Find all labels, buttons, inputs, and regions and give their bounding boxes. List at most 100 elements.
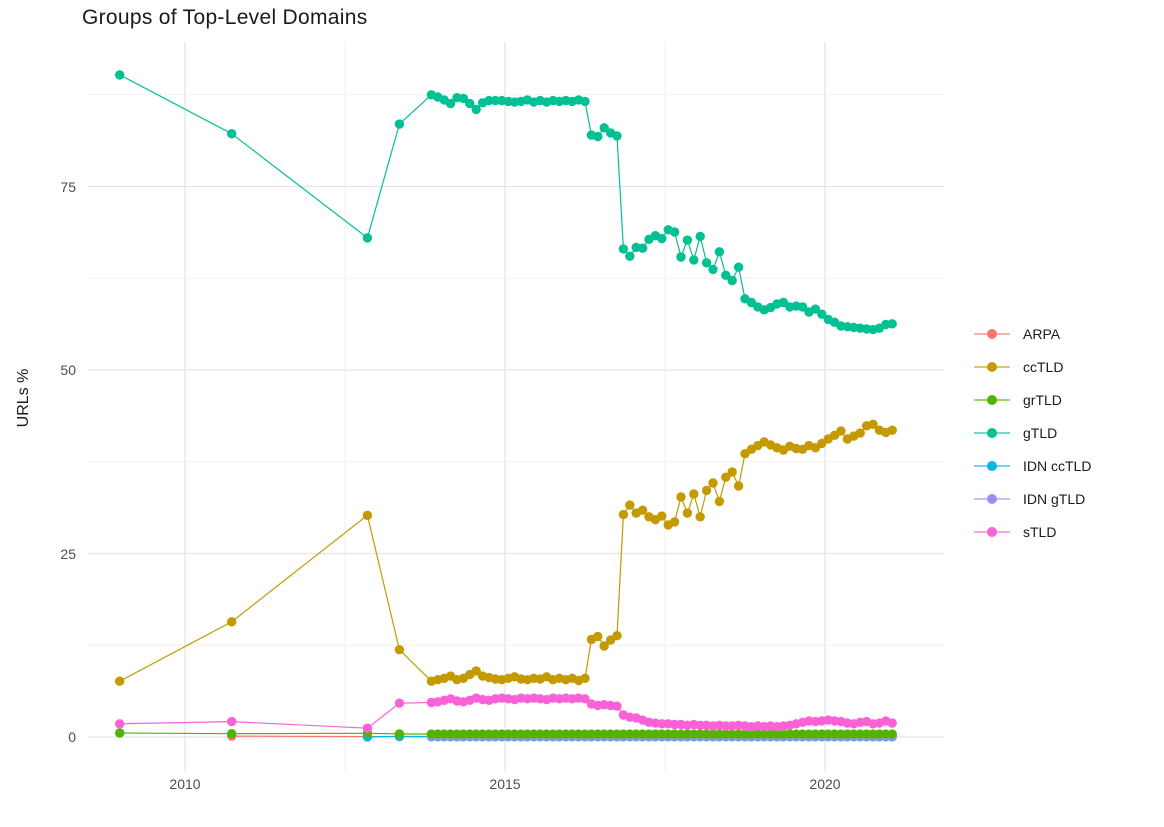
data-point-gtld xyxy=(362,233,373,243)
legend-label-gtld: gTLD xyxy=(1023,424,1058,441)
data-point-cctld xyxy=(721,472,731,482)
data-point-cctld xyxy=(593,631,603,642)
y-tick-label-25: 25 xyxy=(60,545,76,562)
data-point-cctld xyxy=(836,426,846,436)
series-points-grtld xyxy=(115,728,897,739)
legend-item-idn-cctld: IDN ccTLD xyxy=(974,449,1091,482)
data-point-cctld xyxy=(394,645,405,655)
data-point-cctld xyxy=(727,467,737,477)
data-point-gtld xyxy=(676,252,686,262)
y-tick-label-75: 75 xyxy=(60,178,76,195)
data-point-gtld xyxy=(625,251,635,261)
data-point-cctld xyxy=(868,419,878,429)
data-point-gtld xyxy=(657,233,667,244)
data-point-gtld xyxy=(669,227,680,237)
data-point-stld xyxy=(580,694,590,704)
data-point-cctld xyxy=(855,428,865,438)
legend-key-icon-grtld xyxy=(974,394,1010,405)
data-point-gtld xyxy=(465,98,475,109)
data-point-gtld xyxy=(458,93,469,104)
data-point-cctld xyxy=(625,500,635,510)
data-point-cctld xyxy=(714,496,725,507)
data-point-cctld xyxy=(676,492,686,502)
data-point-gtld xyxy=(599,123,609,133)
data-point-cctld xyxy=(689,489,699,499)
series-points-stld xyxy=(115,693,897,733)
data-point-cctld xyxy=(612,631,622,641)
data-point-stld xyxy=(115,719,125,729)
data-point-gtld xyxy=(618,244,629,254)
series-points-gtld xyxy=(115,70,897,335)
legend-label-idn-cctld: IDN ccTLD xyxy=(1023,457,1092,474)
series-line-cctld xyxy=(119,423,893,682)
series-line-gtld xyxy=(119,74,893,331)
legend-item-cctld: ccTLD xyxy=(974,350,1091,383)
data-point-gtld xyxy=(721,270,731,280)
data-point-grtld xyxy=(115,728,125,738)
data-point-stld xyxy=(612,701,622,711)
data-point-stld xyxy=(394,698,405,708)
data-point-gtld xyxy=(115,70,125,80)
data-point-gtld xyxy=(887,319,897,329)
x-tick-label-2020: 2020 xyxy=(809,776,841,792)
legend-key-icon-gtld xyxy=(974,427,1010,438)
x-tick-label-2015: 2015 xyxy=(489,776,521,792)
legend-item-stld: sTLD xyxy=(974,515,1091,548)
legend-item-grtld: grTLD xyxy=(974,383,1091,416)
data-point-grtld xyxy=(887,729,897,739)
data-point-gtld xyxy=(708,264,718,275)
data-point-cctld xyxy=(701,485,712,496)
data-point-stld xyxy=(887,718,897,728)
data-point-grtld xyxy=(227,729,237,739)
data-point-gtld xyxy=(394,119,405,129)
data-point-cctld xyxy=(618,509,629,520)
data-point-cctld xyxy=(599,641,609,651)
data-point-gtld xyxy=(733,262,744,272)
data-point-cctld xyxy=(708,478,718,488)
data-point-stld xyxy=(362,723,373,733)
data-point-stld xyxy=(227,716,237,727)
legend-item-idn-gtld: IDN gTLD xyxy=(974,482,1091,515)
legend-item-gtld: gTLD xyxy=(974,416,1091,449)
data-point-cctld xyxy=(657,511,667,521)
legend-label-cctld: ccTLD xyxy=(1023,358,1064,375)
legend-key-icon-arpa xyxy=(974,328,1010,339)
data-point-cctld xyxy=(637,505,648,515)
y-tick-label-50: 50 xyxy=(60,362,76,378)
data-point-gtld xyxy=(701,258,712,268)
data-point-gtld xyxy=(695,231,705,242)
data-point-gtld xyxy=(810,304,821,314)
data-point-gtld xyxy=(593,131,603,142)
data-point-gtld xyxy=(727,275,737,286)
data-point-cctld xyxy=(695,512,705,522)
data-point-gtld xyxy=(682,235,693,245)
data-point-cctld xyxy=(227,617,237,627)
data-point-gtld xyxy=(714,247,725,257)
x-tick-label-2010: 2010 xyxy=(169,776,201,792)
data-point-cctld xyxy=(669,517,680,527)
data-point-gtld xyxy=(689,255,699,265)
data-point-gtld xyxy=(797,302,808,312)
legend-label-idn-gtld: IDN gTLD xyxy=(1023,490,1086,507)
data-point-gtld xyxy=(445,98,456,109)
legend-key-icon-stld xyxy=(974,526,1010,537)
data-point-cctld xyxy=(733,481,744,491)
y-tick-label-0: 0 xyxy=(68,729,76,745)
data-point-cctld xyxy=(115,676,125,686)
data-point-cctld xyxy=(362,510,373,520)
legend-item-arpa: ARPA xyxy=(974,317,1091,350)
data-point-cctld xyxy=(471,666,481,676)
data-point-gtld xyxy=(227,129,237,139)
legend-key-icon-idn-cctld xyxy=(974,460,1010,471)
legend-key-icon-idn-gtld xyxy=(974,493,1010,504)
data-point-gtld xyxy=(580,96,590,107)
series-points-cctld xyxy=(115,419,897,686)
data-point-cctld xyxy=(682,508,693,518)
data-point-cctld xyxy=(580,673,590,683)
legend: ARPA ccTLD grTLD gTLD IDN ccTLD IDN gTLD sTLD xyxy=(974,317,1091,548)
data-point-gtld xyxy=(637,243,648,253)
data-point-gtld xyxy=(471,104,481,115)
data-point-grtld xyxy=(394,729,405,739)
